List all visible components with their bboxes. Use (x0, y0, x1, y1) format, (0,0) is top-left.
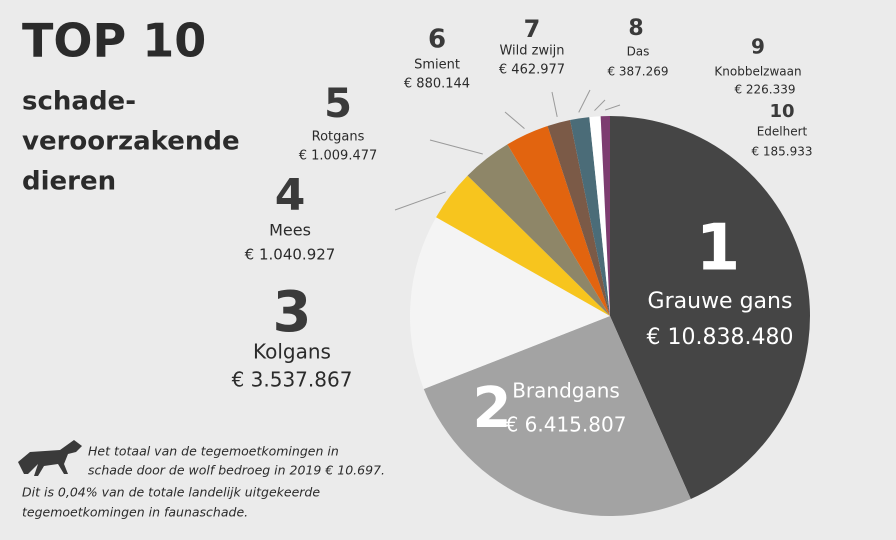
pie-slice (600, 116, 610, 316)
pie-slice (589, 116, 610, 316)
category-label: Kolgans (253, 340, 331, 364)
value-label: € 185.933 (751, 145, 812, 159)
value-label: € 880.144 (404, 77, 470, 92)
rank-label: 6 (428, 25, 446, 55)
footnote: Dit is 0,04% van de totale landelijk uit… (22, 485, 320, 500)
pie-slice (507, 125, 610, 317)
pie-slice (610, 116, 810, 499)
footnote: Het totaal van de tegemoetkomingen in (88, 444, 339, 459)
category-label: Wild zwijn (499, 44, 564, 59)
value-label: € 3.537.867 (232, 368, 353, 392)
rank-label: 4 (275, 170, 306, 221)
pie-slice (423, 316, 691, 516)
subtitle: veroorzakende (22, 127, 240, 157)
pie-slice (547, 120, 610, 316)
leader-line (551, 91, 558, 117)
wolf-icon (18, 440, 82, 476)
pie-slice (436, 175, 610, 316)
title: TOP 10 (22, 14, 206, 68)
leader-line (594, 99, 606, 111)
leader-line (578, 89, 591, 113)
category-label: Das (627, 45, 650, 59)
rank-label: 7 (524, 15, 541, 43)
category-label: Brandgans (512, 379, 620, 403)
leader-line (429, 139, 483, 155)
rank-label: 9 (751, 35, 765, 59)
value-label: € 226.339 (734, 83, 795, 97)
rank-label: 3 (273, 280, 312, 345)
pie-slice (467, 144, 610, 316)
category-label: Rotgans (312, 130, 365, 145)
value-label: € 6.415.807 (506, 413, 627, 437)
pie-slice (410, 217, 610, 389)
leader-line (504, 111, 525, 129)
pie-slice (570, 117, 610, 317)
value-label: € 387.269 (607, 65, 668, 79)
subtitle: schade- (22, 87, 136, 117)
subtitle: dieren (22, 167, 116, 197)
category-label: Edelhert (757, 125, 808, 139)
rank-label: 2 (473, 376, 512, 441)
rank-label: 5 (324, 81, 352, 127)
leader-line (605, 104, 621, 111)
value-label: € 1.040.927 (245, 246, 336, 264)
value-label: € 1.009.477 (299, 149, 378, 164)
footnote: schade door de wolf bedroeg in 2019 € 10… (88, 463, 385, 478)
value-label: € 10.838.480 (647, 325, 794, 350)
category-label: Mees (269, 221, 311, 240)
rank-label: 10 (769, 101, 794, 122)
category-label: Grauwe gans (648, 289, 793, 314)
footnote: tegemoetkomingen in faunaschade. (22, 505, 248, 520)
value-label: € 462.977 (499, 63, 565, 78)
rank-label: 8 (628, 16, 643, 41)
category-label: Smient (414, 58, 460, 73)
rank-label: 1 (696, 212, 741, 286)
leader-line (394, 191, 446, 211)
category-label: Knobbelzwaan (714, 65, 801, 79)
